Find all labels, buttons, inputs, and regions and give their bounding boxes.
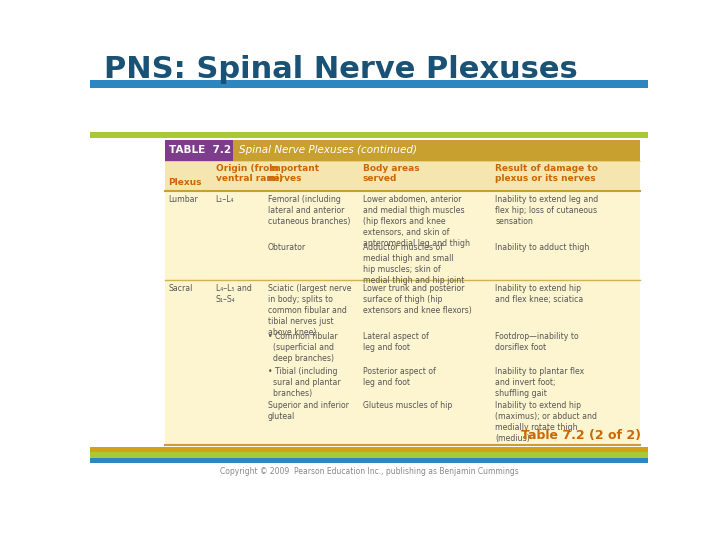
Text: L₁–L₄: L₁–L₄	[215, 195, 234, 204]
Bar	[166, 140, 233, 161]
Text: Obturator: Obturator	[268, 243, 306, 252]
Text: Inability to extend leg and
flex hip; loss of cutaneous
sensation: Inability to extend leg and flex hip; lo…	[495, 195, 598, 226]
Text: Lateral aspect of
leg and foot: Lateral aspect of leg and foot	[363, 332, 428, 352]
Text: Sacral: Sacral	[168, 284, 192, 293]
Text: Result of damage to
plexus or its nerves: Result of damage to plexus or its nerves	[495, 164, 598, 183]
Text: Copyright © 2009  Pearson Education Inc., publishing as Benjamin Cummings: Copyright © 2009 Pearson Education Inc.,…	[220, 467, 518, 476]
Text: Body areas
served: Body areas served	[363, 164, 419, 183]
Bar	[166, 280, 639, 328]
Text: Inability to plantar flex
and invert foot;
shuffling gait: Inability to plantar flex and invert foo…	[495, 367, 585, 398]
Bar	[166, 363, 639, 397]
Text: • Tibial (including
  sural and plantar
  branches): • Tibial (including sural and plantar br…	[268, 367, 341, 398]
Bar	[166, 191, 639, 239]
Bar	[166, 328, 639, 363]
Bar	[90, 447, 648, 453]
Text: Gluteus muscles of hip: Gluteus muscles of hip	[363, 401, 452, 410]
Text: Posterior aspect of
leg and foot: Posterior aspect of leg and foot	[363, 367, 436, 387]
Text: TABLE  7.2: TABLE 7.2	[168, 145, 231, 156]
Bar	[166, 239, 639, 280]
Bar	[233, 140, 639, 161]
Text: PNS: Spinal Nerve Plexuses: PNS: Spinal Nerve Plexuses	[104, 55, 577, 84]
Bar	[90, 132, 648, 138]
Text: Inability to adduct thigh: Inability to adduct thigh	[495, 243, 590, 252]
Text: Inability to extend hip
(maximus); or abduct and
medially rotate thigh
(medius): Inability to extend hip (maximus); or ab…	[495, 401, 598, 443]
Bar	[90, 80, 648, 87]
Bar	[166, 161, 639, 191]
Text: Lower trunk and posterior
surface of thigh (hip
extensors and knee flexors): Lower trunk and posterior surface of thi…	[363, 284, 472, 315]
Bar	[90, 458, 648, 463]
Text: Femoral (including
lateral and anterior
cutaneous branches): Femoral (including lateral and anterior …	[268, 195, 350, 226]
Text: Sciatic (largest nerve
in body; splits to
common fibular and
tibial nerves just
: Sciatic (largest nerve in body; splits t…	[268, 284, 351, 338]
Text: Adductor muscles of
medial thigh and small
hip muscles; skin of
medial thigh and: Adductor muscles of medial thigh and sma…	[363, 243, 464, 285]
Text: Origin (from
ventral rami): Origin (from ventral rami)	[215, 164, 282, 183]
Bar	[166, 397, 639, 445]
Text: Lower abdomen, anterior
and medial thigh muscles
(hip flexors and knee
extensors: Lower abdomen, anterior and medial thigh…	[363, 195, 469, 248]
Text: Table 7.2 (2 of 2): Table 7.2 (2 of 2)	[521, 429, 642, 442]
Text: L₄–L₅ and
S₁–S₄: L₄–L₅ and S₁–S₄	[215, 284, 251, 304]
Text: Important
nerves: Important nerves	[268, 164, 319, 183]
Text: Superior and inferior
gluteal: Superior and inferior gluteal	[268, 401, 348, 421]
Text: Footdrop—inability to
dorsiflex foot: Footdrop—inability to dorsiflex foot	[495, 332, 579, 352]
Bar	[90, 453, 648, 458]
Text: Plexus: Plexus	[168, 178, 202, 187]
Text: Spinal Nerve Plexuses (continued): Spinal Nerve Plexuses (continued)	[239, 145, 418, 156]
Text: Inability to extend hip
and flex knee; sciatica: Inability to extend hip and flex knee; s…	[495, 284, 584, 304]
Text: Lumbar: Lumbar	[168, 195, 198, 204]
Text: • Common fibular
  (superficial and
  deep branches): • Common fibular (superficial and deep b…	[268, 332, 338, 363]
